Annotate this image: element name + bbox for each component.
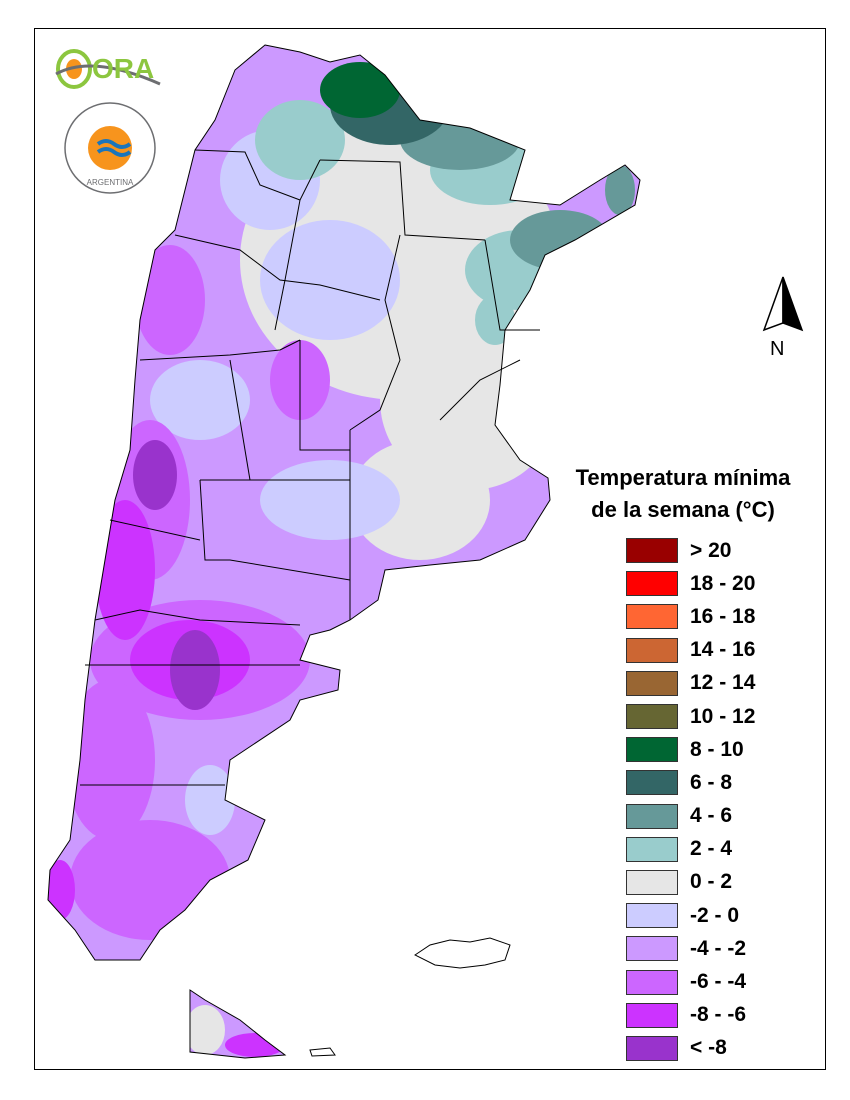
- legend-swatch: [626, 637, 678, 663]
- legend-swatch: [626, 869, 678, 895]
- legend-label: -4 - -2: [690, 936, 747, 960]
- legend-item: 0 - 2: [626, 866, 755, 899]
- legend-item: -6 - -4: [626, 965, 755, 998]
- legend-swatch: [626, 836, 678, 862]
- svg-text:ORA: ORA: [92, 53, 154, 84]
- legend-title-line2: de la semana (°C): [591, 497, 775, 522]
- legend-swatch: [626, 704, 678, 730]
- legend-swatch: [626, 604, 678, 630]
- legend-swatch: [626, 803, 678, 829]
- legend-item: 6 - 8: [626, 766, 755, 799]
- legend: > 20 18 - 20 16 - 18 14 - 16 12 - 14 10 - 12 8…: [626, 534, 755, 1065]
- legend-title-line1: Temperatura mínima: [575, 465, 791, 490]
- legend-item: 18 - 20: [626, 567, 755, 600]
- legend-swatch: [626, 670, 678, 696]
- legend-label: 0 - 2: [690, 870, 733, 894]
- legend-label: 8 - 10: [690, 737, 744, 761]
- legend-swatch: [626, 538, 678, 564]
- smn-logo: ARGENTINA: [64, 102, 156, 194]
- legend-item: -4 - -2: [626, 932, 755, 965]
- malvinas-islands: [414, 937, 511, 969]
- legend-label: 12 - 14: [690, 671, 756, 695]
- legend-label: 10 - 12: [690, 704, 756, 728]
- map-frame: [34, 28, 826, 1070]
- legend-label: 2 - 4: [690, 837, 733, 861]
- legend-swatch: [626, 571, 678, 597]
- legend-item: -2 - 0: [626, 899, 755, 932]
- province-borders: [47, 44, 641, 1059]
- legend-label: 4 - 6: [690, 804, 733, 828]
- legend-label: > 20: [690, 538, 732, 562]
- legend-item: -8 - -6: [626, 999, 755, 1032]
- legend-title: Temperatura mínima de la semana (°C): [548, 462, 818, 526]
- legend-label: 16 - 18: [690, 604, 756, 628]
- north-label: N: [770, 338, 785, 360]
- legend-item: > 20: [626, 534, 755, 567]
- legend-label: 14 - 16: [690, 638, 756, 662]
- legend-swatch: [626, 737, 678, 763]
- legend-item: 10 - 12: [626, 700, 755, 733]
- legend-swatch: [626, 770, 678, 796]
- isla-de-los-estados: [309, 1047, 336, 1057]
- svg-text:ARGENTINA: ARGENTINA: [87, 178, 134, 187]
- legend-item: 14 - 16: [626, 634, 755, 667]
- legend-swatch: [626, 1035, 678, 1061]
- ora-logo: ORA: [55, 49, 161, 89]
- legend-swatch: [626, 969, 678, 995]
- legend-item: < -8: [626, 1032, 755, 1065]
- legend-label: < -8: [690, 1036, 727, 1060]
- legend-label: -2 - 0: [690, 903, 740, 927]
- legend-item: 12 - 14: [626, 667, 755, 700]
- legend-label: -8 - -6: [690, 1003, 747, 1027]
- legend-label: 18 - 20: [690, 571, 756, 595]
- legend-swatch: [626, 903, 678, 929]
- legend-item: 4 - 6: [626, 800, 755, 833]
- legend-swatch: [626, 1002, 678, 1028]
- legend-label: 6 - 8: [690, 770, 733, 794]
- legend-swatch: [626, 936, 678, 962]
- legend-item: 8 - 10: [626, 733, 755, 766]
- legend-item: 16 - 18: [626, 600, 755, 633]
- north-arrow-icon: [762, 276, 804, 332]
- legend-item: 2 - 4: [626, 833, 755, 866]
- legend-label: -6 - -4: [690, 970, 747, 994]
